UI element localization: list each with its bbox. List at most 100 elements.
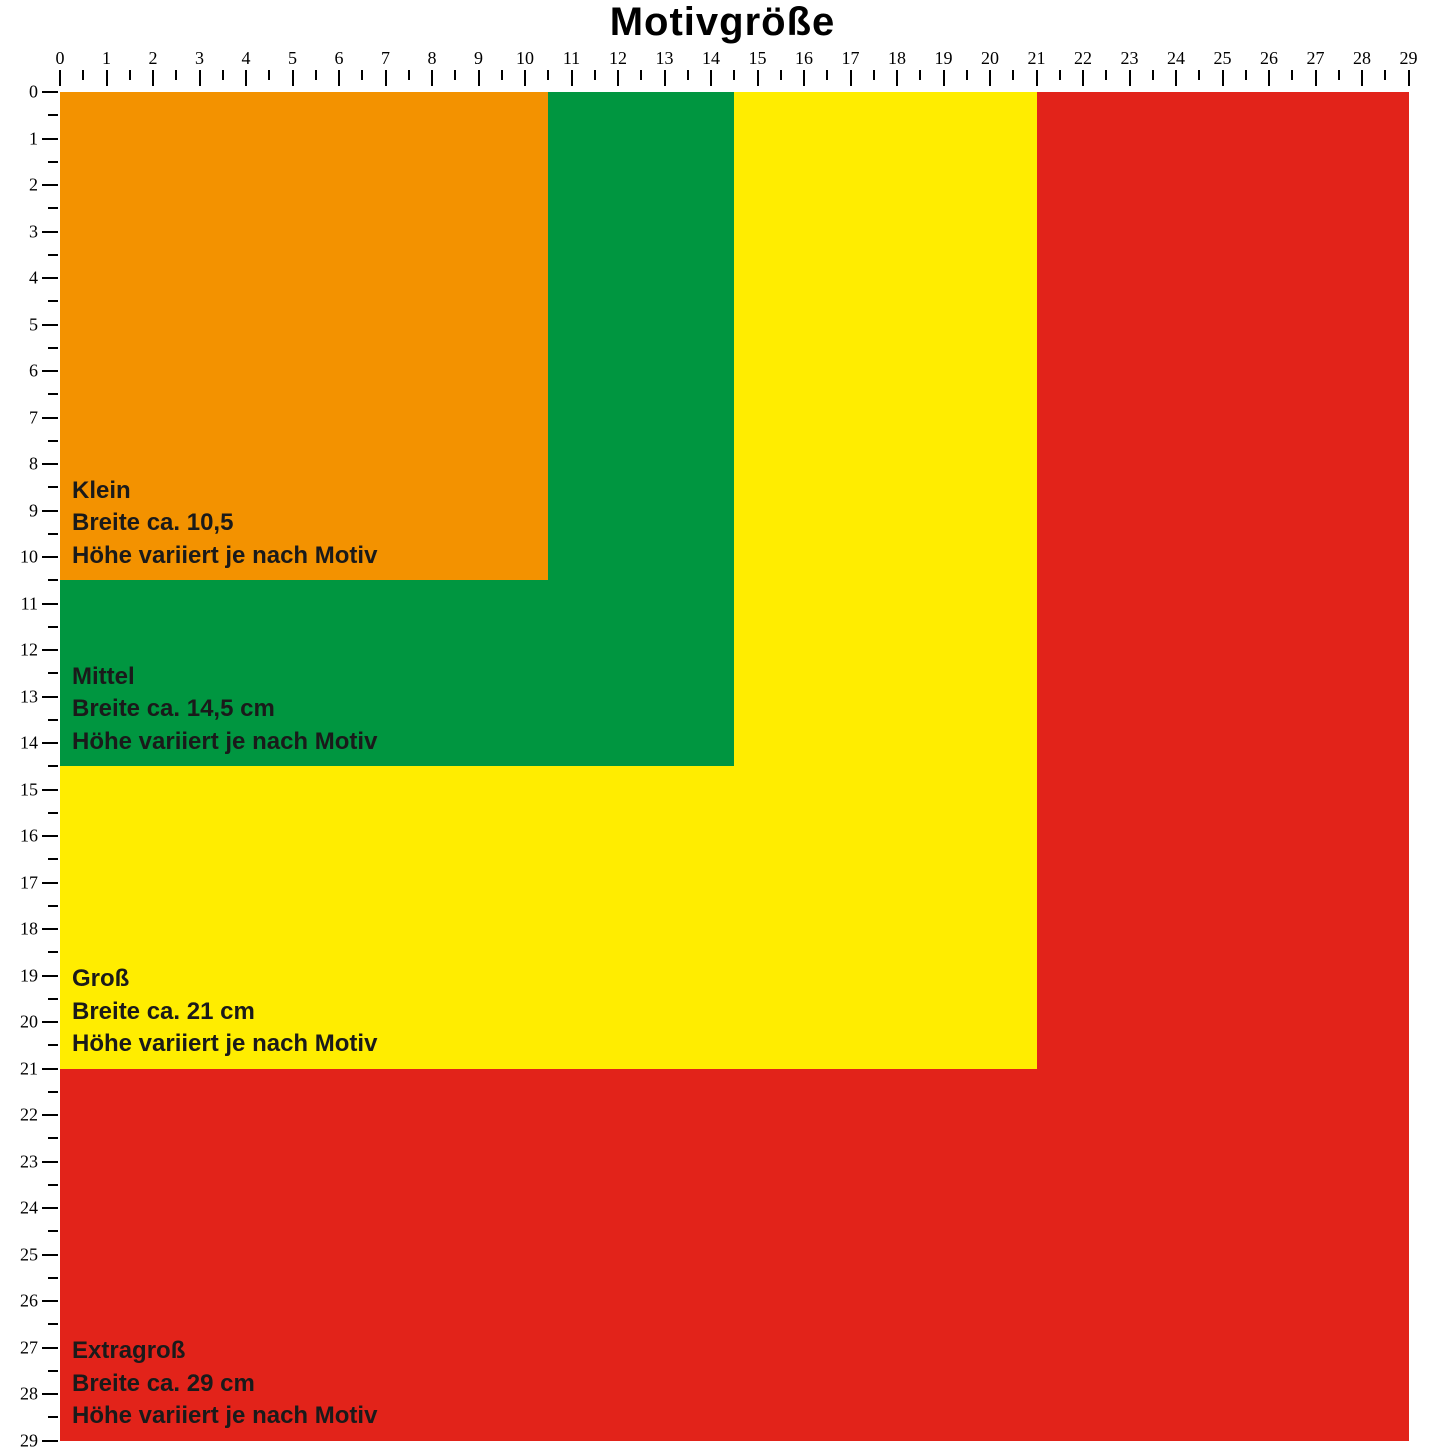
ruler-left-tick-major <box>42 789 58 791</box>
ruler-left-tick-minor <box>48 672 58 674</box>
ruler-top-tick-major <box>524 70 526 86</box>
ruler-left-tick-minor <box>48 1370 58 1372</box>
ruler-left-tick-major <box>42 975 58 977</box>
ruler-top-tick-major <box>1036 70 1038 86</box>
ruler-top-tick-major <box>152 70 154 86</box>
ruler-left-tick-minor <box>48 626 58 628</box>
ruler-top-label: 0 <box>56 48 65 69</box>
ruler-left-tick-major <box>42 1347 58 1349</box>
ruler-left-tick-minor <box>48 858 58 860</box>
ruler-top-tick-minor <box>1338 70 1340 80</box>
ruler-left-label: 28 <box>20 1384 38 1405</box>
ruler-top-tick-minor <box>82 70 84 80</box>
ruler-left-label: 8 <box>29 454 38 475</box>
ruler-top-label: 27 <box>1307 48 1325 69</box>
ruler-top-tick-major <box>943 70 945 86</box>
ruler-top-tick-major <box>478 70 480 86</box>
ruler-top-tick-major <box>59 70 61 86</box>
ruler-top-label: 24 <box>1167 48 1185 69</box>
ruler-top-tick-major <box>896 70 898 86</box>
ruler-left-tick-minor <box>48 1137 58 1139</box>
ruler-left-label: 15 <box>20 779 38 800</box>
size-name: Groß <box>72 963 377 995</box>
ruler-top-label: 22 <box>1074 48 1092 69</box>
ruler-top-tick-minor <box>454 70 456 80</box>
ruler-left-label: 4 <box>29 268 38 289</box>
ruler-left-tick-minor <box>48 1184 58 1186</box>
ruler-left-tick-major <box>42 370 58 372</box>
ruler-top-tick-major <box>1315 70 1317 86</box>
ruler-left-tick-major <box>42 603 58 605</box>
ruler-left-tick-minor <box>48 579 58 581</box>
ruler-left-tick-minor <box>48 254 58 256</box>
ruler-top-tick-major <box>385 70 387 86</box>
ruler-top-label: 6 <box>335 48 344 69</box>
size-width-label: Breite ca. 10,5 <box>72 507 377 539</box>
ruler-top-label: 1 <box>102 48 111 69</box>
ruler-top-tick-minor <box>1245 70 1247 80</box>
ruler-left-label: 26 <box>20 1291 38 1312</box>
ruler-left-label: 21 <box>20 1058 38 1079</box>
ruler-left-tick-minor <box>48 300 58 302</box>
ruler-left-tick-major <box>42 91 58 93</box>
ruler-left-tick-major <box>42 1254 58 1256</box>
ruler-left-tick-major <box>42 928 58 930</box>
ruler-left-label: 2 <box>29 175 38 196</box>
ruler-top-tick-major <box>850 70 852 86</box>
ruler-top-tick-minor <box>687 70 689 80</box>
ruler-left-tick-minor <box>48 1323 58 1325</box>
ruler-top-label: 10 <box>516 48 534 69</box>
ruler-left-tick-minor <box>48 347 58 349</box>
ruler-left-tick-major <box>42 510 58 512</box>
ruler-top-label: 4 <box>242 48 251 69</box>
ruler-top-label: 19 <box>935 48 953 69</box>
ruler-top-tick-minor <box>222 70 224 80</box>
ruler-left-tick-minor <box>48 533 58 535</box>
ruler-left-tick-major <box>42 1161 58 1163</box>
ruler-left-tick-minor <box>48 161 58 163</box>
ruler-left-tick-minor <box>48 114 58 116</box>
ruler-left-tick-minor <box>48 951 58 953</box>
ruler-top-tick-major <box>1082 70 1084 86</box>
ruler-left-tick-major <box>42 138 58 140</box>
ruler-top-tick-major <box>338 70 340 86</box>
ruler-top-label: 8 <box>428 48 437 69</box>
ruler-left-tick-major <box>42 1207 58 1209</box>
ruler-top-label: 14 <box>702 48 720 69</box>
ruler-left-tick-major <box>42 1114 58 1116</box>
ruler-top-label: 5 <box>288 48 297 69</box>
ruler-top-tick-minor <box>268 70 270 80</box>
ruler-left-label: 18 <box>20 919 38 940</box>
ruler-top-tick-major <box>1408 70 1410 86</box>
ruler-left-tick-minor <box>48 1416 58 1418</box>
ruler-top-tick-major <box>664 70 666 86</box>
ruler-left-tick-minor <box>48 812 58 814</box>
ruler-top-tick-minor <box>1198 70 1200 80</box>
ruler-top-tick-major <box>106 70 108 86</box>
ruler-top-tick-major <box>803 70 805 86</box>
ruler-top-label: 2 <box>149 48 158 69</box>
ruler-top-tick-minor <box>1012 70 1014 80</box>
ruler-top-tick-minor <box>408 70 410 80</box>
size-width-label: Breite ca. 21 cm <box>72 996 377 1028</box>
ruler-left-tick-minor <box>48 765 58 767</box>
ruler-left-label: 3 <box>29 221 38 242</box>
ruler-left-tick-minor <box>48 1277 58 1279</box>
ruler-top-label: 21 <box>1028 48 1046 69</box>
ruler-left-label: 19 <box>20 965 38 986</box>
ruler-top-tick-major <box>1175 70 1177 86</box>
ruler-top-label: 29 <box>1400 48 1418 69</box>
ruler-left-label: 22 <box>20 1105 38 1126</box>
ruler-top-tick-major <box>199 70 201 86</box>
ruler-top-tick-major <box>245 70 247 86</box>
ruler-top-tick-minor <box>594 70 596 80</box>
ruler-left-tick-major <box>42 1440 58 1442</box>
size-block-label-mittel: MittelBreite ca. 14,5 cmHöhe variiert je… <box>72 661 377 758</box>
ruler-top-tick-major <box>1361 70 1363 86</box>
ruler-horizontal: 0123456789101112131415161718192021222324… <box>60 48 1440 88</box>
ruler-left-tick-minor <box>48 1044 58 1046</box>
size-block-label-gross: GroßBreite ca. 21 cmHöhe variiert je nac… <box>72 963 377 1060</box>
ruler-top-tick-minor <box>1291 70 1293 80</box>
size-width-label: Breite ca. 29 cm <box>72 1368 377 1400</box>
ruler-top-label: 3 <box>195 48 204 69</box>
